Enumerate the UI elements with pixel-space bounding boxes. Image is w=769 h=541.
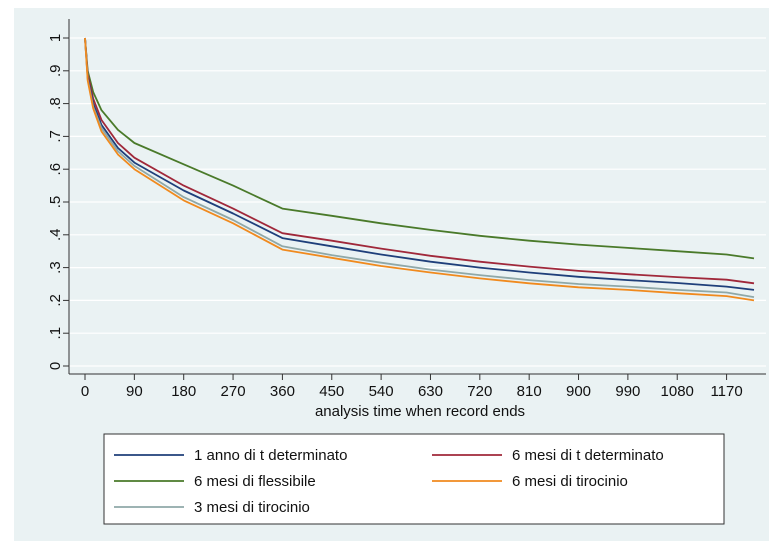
y-tick-label: .7 [47, 130, 64, 143]
x-tick-label: 630 [418, 383, 443, 400]
y-tick-label: .2 [47, 294, 64, 307]
legend-label: 1 anno di t determinato [194, 447, 347, 464]
x-tick-label: 270 [221, 383, 246, 400]
x-tick-label: 90 [126, 383, 143, 400]
y-tick-label: .4 [47, 229, 64, 242]
x-tick-label: 720 [467, 383, 492, 400]
series-line [84, 37, 755, 285]
legend-label: 3 mesi di tirocinio [194, 499, 310, 516]
x-tick-label: 180 [171, 383, 196, 400]
y-tick-label: 0 [47, 362, 64, 370]
legend: 1 anno di t determinato 6 mesi di t deter… [114, 447, 664, 516]
series-line [84, 37, 755, 260]
series-line [84, 37, 755, 302]
legend-label: 6 mesi di flessibile [194, 473, 316, 490]
legend-box [103, 433, 725, 525]
series-line [84, 37, 755, 298]
legend-label: 6 mesi di tirocinio [512, 473, 628, 490]
x-tick-label: 360 [270, 383, 295, 400]
x-tick-label: 1080 [661, 383, 694, 400]
x-tick-label: 810 [517, 383, 542, 400]
x-tick-label: 990 [615, 383, 640, 400]
series-lines [84, 37, 755, 302]
y-ticks: 0 .1 .2 .3 .4 .5 .6 .7 .8 .9 1 [47, 34, 69, 370]
y-tick-label: .3 [47, 261, 64, 274]
x-tick-label: 1170 [710, 383, 742, 400]
x-tick-label: 450 [319, 383, 344, 400]
y-tick-label: 1 [47, 34, 64, 42]
y-tick-label: .8 [47, 97, 64, 110]
series-line [84, 37, 755, 291]
y-tick-label: .5 [47, 196, 64, 209]
plot-region [69, 19, 766, 374]
y-tick-label: .1 [47, 327, 64, 340]
x-ticks: 0 90 180 270 360 450 540 630 720 810 900 990 1080 117… [81, 374, 743, 400]
legend-label: 6 mesi di t determinato [512, 447, 664, 464]
x-tick-label: 540 [369, 383, 394, 400]
y-tick-label: .9 [47, 65, 64, 78]
y-tick-label: .6 [47, 163, 64, 176]
x-axis-title: analysis time when record ends [315, 403, 525, 420]
x-tick-label: 0 [81, 383, 89, 400]
x-tick-label: 900 [566, 383, 591, 400]
